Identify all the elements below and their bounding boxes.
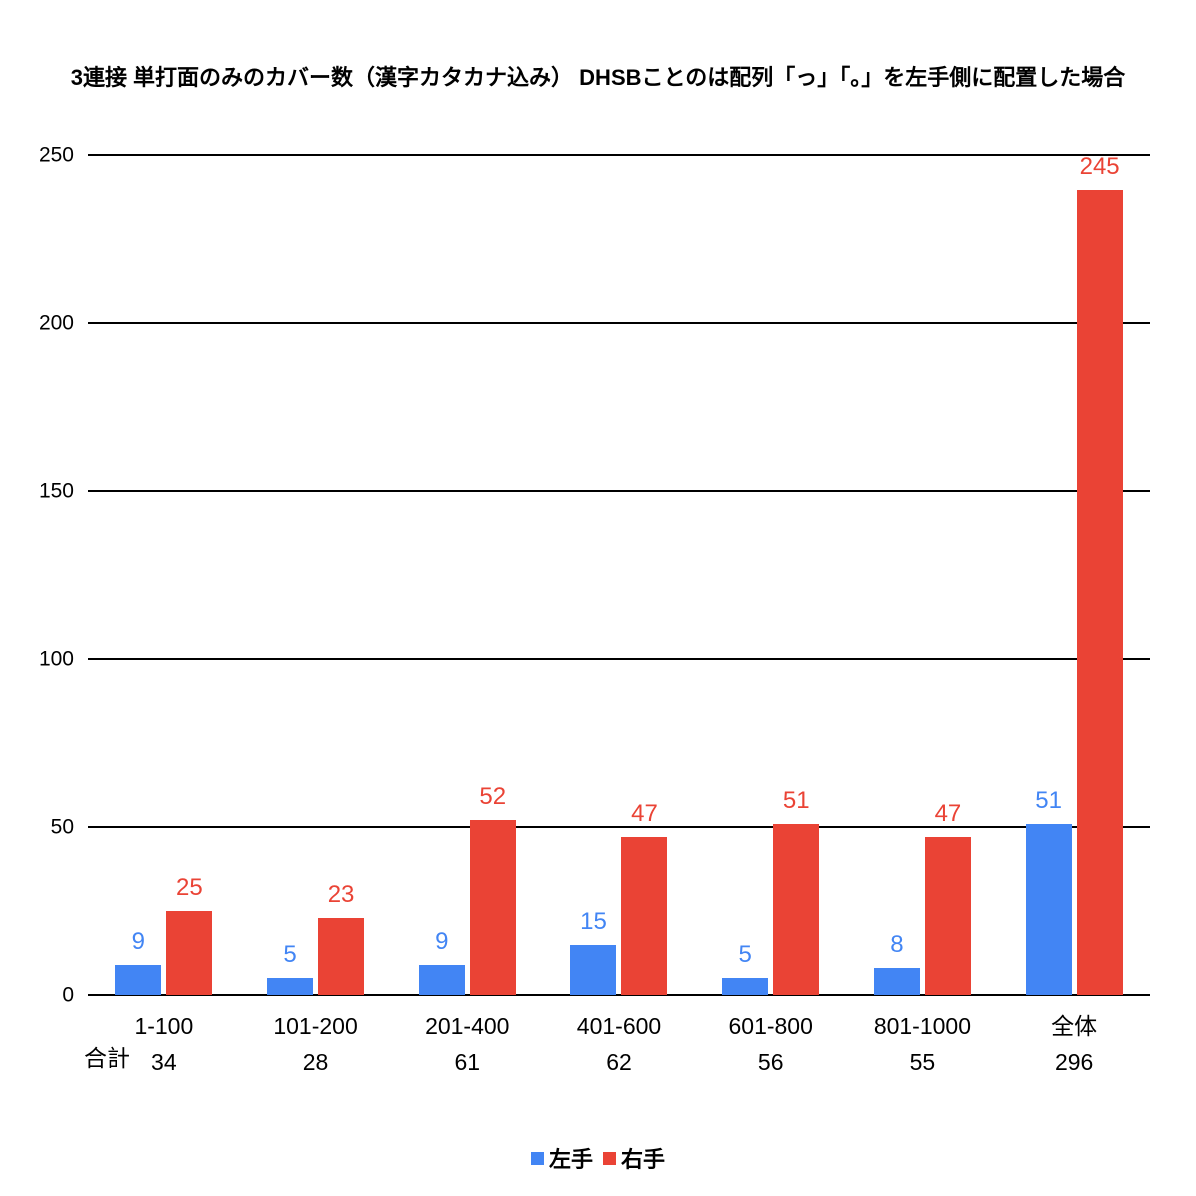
bar-wrap: 15 (570, 155, 617, 995)
bar-value-label: 15 (580, 907, 607, 935)
bar-wrap: 9 (115, 155, 162, 995)
gridline (88, 322, 1150, 324)
bar-wrap: 51 (773, 155, 820, 995)
gridline (88, 490, 1150, 492)
chart-title: 3連接 単打面のみのカバー数（漢字カタカナ込み） DHSBことのは配列「っ」「。… (70, 65, 1126, 90)
bar-右手 (924, 837, 971, 995)
gridlines (88, 154, 1150, 996)
bar-value-label: 47 (631, 800, 658, 828)
bar-group: 8 47 (847, 155, 999, 995)
x-category-label: 801-1000 (873, 1013, 972, 1039)
bar-wrap: 47 (924, 155, 971, 995)
x-total-label: 296 (1054, 1049, 1094, 1075)
bar-左手 (873, 968, 920, 995)
x-axis-cell: 全体 296 (998, 1012, 1150, 1076)
bar-右手 (318, 917, 365, 995)
x-axis-cell: 601-800 56 (695, 1012, 847, 1076)
x-total-label: 34 (151, 1049, 177, 1075)
x-total-label: 62 (606, 1049, 632, 1075)
bar-wrap: 23 (318, 155, 365, 995)
y-tick-label: 150 (38, 479, 74, 503)
x-total-label: 28 (302, 1049, 329, 1075)
bar-wrap: 52 (469, 155, 516, 995)
bar-value-label: 52 (479, 783, 507, 811)
x-category-label: 1-100 (134, 1013, 194, 1039)
bar-value-label: 5 (283, 941, 297, 969)
bar-value-label: 8 (890, 931, 904, 959)
legend-label-left-hand: 左手 (548, 1147, 593, 1172)
bar-wrap: 51 (1025, 155, 1072, 995)
plot-area: 9 25 5 23 9 52 15 47 5 51 8 47 51 245 (88, 154, 1150, 996)
gridline (88, 994, 1150, 996)
x-total-label: 61 (454, 1049, 481, 1075)
bar-左手 (570, 944, 617, 995)
bar-右手 (1076, 190, 1123, 995)
gridline (88, 154, 1150, 156)
bar-左手 (115, 964, 162, 995)
gridline (88, 658, 1150, 660)
y-tick-label: 200 (38, 311, 74, 335)
x-axis-cell: 1-100 34 (88, 1012, 240, 1076)
bar-value-label: 245 (1079, 153, 1120, 180)
x-category-label: 601-800 (728, 1013, 813, 1039)
bar-group: 51 245 (998, 155, 1150, 995)
bar-左手 (1025, 823, 1072, 995)
bar-左手 (722, 978, 769, 995)
gridline (88, 826, 1150, 828)
legend-item-right-hand: 右手 (603, 1142, 665, 1174)
bar-group: 9 52 (391, 155, 543, 995)
bar-右手 (773, 823, 820, 995)
bar-右手 (469, 820, 516, 995)
y-tick-label: 0 (62, 983, 74, 1007)
bar-group: 5 51 (695, 155, 847, 995)
legend-label-right-hand: 右手 (621, 1147, 666, 1172)
x-axis-cell: 201-400 61 (391, 1012, 543, 1076)
bar-左手 (418, 964, 465, 995)
legend-item-left-hand: 左手 (530, 1142, 593, 1174)
x-axis-row: 1-100 34 101-200 28 201-400 61 401-600 62 601-80… (88, 1012, 1150, 1076)
bar-wrap: 5 (722, 155, 769, 995)
bars-row: 9 25 5 23 9 52 15 47 5 51 8 47 51 245 (88, 155, 1150, 995)
bar-wrap: 5 (267, 155, 314, 995)
bar-wrap: 245 (1076, 153, 1123, 995)
bar-group: 9 25 (88, 155, 240, 995)
x-axis-cell: 401-600 62 (543, 1012, 695, 1076)
bar-value-label: 9 (131, 927, 146, 955)
bar-右手 (166, 911, 213, 995)
x-category-label: 201-400 (425, 1013, 510, 1039)
y-axis: 0 50 100 150 200 250 (0, 145, 74, 1006)
bar-value-label: 51 (782, 786, 810, 814)
bar-wrap: 47 (621, 155, 668, 995)
bar-wrap: 9 (418, 155, 465, 995)
y-tick-label: 250 (38, 143, 74, 167)
bar-group: 5 23 (240, 155, 392, 995)
x-axis-cell: 801-1000 55 (847, 1012, 999, 1076)
bar-wrap: 8 (873, 155, 920, 995)
x-axis-cell: 101-200 28 (240, 1012, 392, 1076)
bar-value-label: 5 (738, 941, 752, 969)
bar-value-label: 51 (1035, 786, 1062, 814)
bar-wrap: 25 (166, 155, 213, 995)
x-category-label: 401-600 (576, 1013, 662, 1039)
legend-swatch-left-hand-icon (530, 1151, 544, 1165)
x-total-label: 56 (757, 1049, 784, 1075)
bar-group: 15 47 (543, 155, 695, 995)
bar-左手 (267, 978, 314, 995)
bar-value-label: 23 (327, 880, 355, 908)
legend: 左手 右手 (0, 1142, 1196, 1174)
bar-右手 (621, 837, 668, 995)
legend-swatch-right-hand-icon (603, 1151, 616, 1165)
bar-value-label: 47 (934, 800, 962, 828)
y-tick-label: 100 (38, 647, 74, 671)
x-category-label: 101-200 (273, 1013, 358, 1039)
x-category-label: 全体 (1051, 1013, 1098, 1039)
totals-row-label: 合計 (84, 1045, 130, 1071)
y-tick-label: 50 (50, 815, 74, 839)
x-total-label: 55 (909, 1049, 936, 1075)
bar-value-label: 25 (175, 874, 203, 901)
bar-value-label: 9 (435, 927, 449, 955)
